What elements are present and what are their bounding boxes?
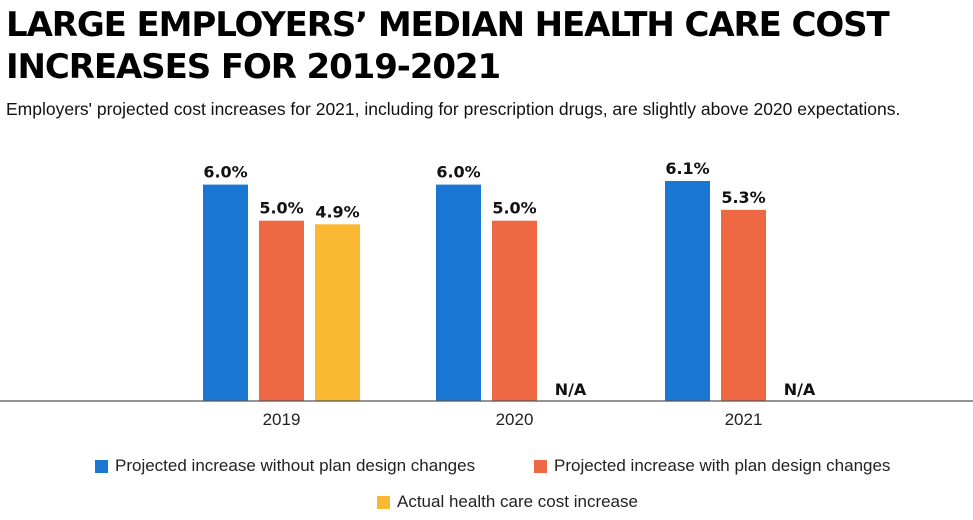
bar-2021-with xyxy=(721,209,766,401)
bar-2019-with xyxy=(259,220,304,401)
bars-layer xyxy=(203,181,766,401)
bar-2019-actual xyxy=(315,224,360,401)
legend-item-without: Projected increase without plan design c… xyxy=(95,456,475,476)
data-label-2020-with: 5.0% xyxy=(492,199,536,218)
bar-2020-with xyxy=(492,220,537,401)
x-tick-labels-layer: 2019 2020 2021 xyxy=(263,410,763,429)
bar-2020-without xyxy=(436,184,481,401)
x-tick-label-2020: 2020 xyxy=(496,410,534,429)
x-tick-label-2019: 2019 xyxy=(263,410,301,429)
data-label-2019-with: 5.0% xyxy=(259,199,303,218)
chart-subtitle: Employers' projected cost increases for … xyxy=(6,99,901,119)
legend-item-with: Projected increase with plan design chan… xyxy=(534,456,890,476)
legend-label-with: Projected increase with plan design chan… xyxy=(554,456,891,475)
data-label-2021-without: 6.1% xyxy=(665,159,709,178)
legend-swatch-actual xyxy=(377,495,390,509)
legend-label-actual: Actual health care cost increase xyxy=(397,492,638,511)
legend-label-without: Projected increase without plan design c… xyxy=(115,456,476,475)
data-label-2021-with: 5.3% xyxy=(721,188,765,207)
x-tick-label-2021: 2021 xyxy=(725,410,763,429)
na-label-2020-actual: N/A xyxy=(555,380,587,399)
na-label-2021-actual: N/A xyxy=(784,380,816,399)
chart-title: LARGE EMPLOYERS’ MEDIAN HEALTH CARE COST… xyxy=(6,5,890,87)
legend-swatch-without xyxy=(95,459,108,473)
data-label-2020-without: 6.0% xyxy=(436,163,480,182)
legend-swatch-with xyxy=(534,459,547,473)
bar-chart: 6.0%5.0% 4.9%6.0%5.0%N/A6.1%5.3%N/A 2019 2… xyxy=(0,159,973,429)
legend-item-actual: Actual health care cost increase xyxy=(377,492,638,512)
bar-2021-without xyxy=(665,181,710,401)
data-label-2019-actual: 4.9% xyxy=(315,202,359,221)
bar-2019-without xyxy=(203,184,248,401)
data-labels-layer: 6.0% 5.0% 4.9% 6.0% 5.0% N/A 6.1% 5.3% N/A xyxy=(203,159,816,399)
data-label-2019-without: 6.0% xyxy=(203,163,247,182)
